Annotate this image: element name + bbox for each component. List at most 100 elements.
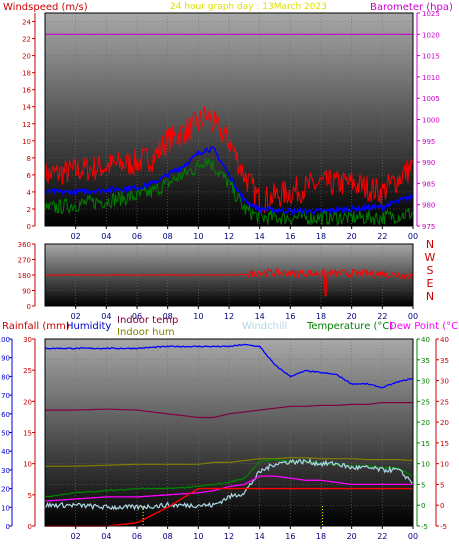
compass-label: S (427, 264, 434, 277)
rainfall-tick-label: 10 (23, 461, 32, 469)
direction-time-label: 18 (316, 312, 326, 321)
barometer-tick-label: 975 (422, 223, 435, 231)
direction-time-label: 10 (193, 312, 203, 321)
barometer-tick-label: 1015 (422, 53, 440, 61)
direction-tick-label: 90 (22, 288, 31, 296)
humidity-tick-label: 70 (1, 392, 10, 400)
windspeed-tick-label: 20 (22, 53, 31, 61)
temperature-tick-label: -5 (421, 523, 428, 531)
temperature-tick-label: 20 (421, 419, 430, 427)
temp-time-label: 04 (101, 532, 111, 541)
barometer-tick-label: 1000 (422, 117, 440, 125)
direction-time-label: 16 (285, 312, 295, 321)
humidity-tick-label: 80 (1, 373, 10, 381)
temp-series-indoor_temp (45, 402, 413, 419)
barometer-tick-label: 985 (422, 180, 435, 188)
humidity-tick-label: 60 (1, 411, 10, 419)
wind-series-gust (44, 106, 414, 215)
barometer-tick-label: 995 (422, 138, 435, 146)
barometer-tick-label: 980 (422, 202, 435, 210)
rainfall-tick-label: 20 (23, 398, 32, 406)
windspeed-tick-label: 6 (27, 172, 32, 180)
temp-time-label: 08 (163, 532, 173, 541)
rainfall-label: Rainfall (mm) (2, 321, 70, 332)
wind-time-label: 14 (255, 232, 265, 241)
dewpoint-tick-label: -5 (440, 523, 447, 531)
temperature-label: Temperature (°C) (306, 321, 393, 332)
compass-label: W (425, 251, 436, 264)
temp-series-indoor_hum (45, 457, 414, 467)
graph-date-title: 24 hour graph day : 13March 2023 (170, 2, 327, 12)
temp-time-label: 12 (224, 532, 234, 541)
compass-label: N (426, 290, 434, 303)
dewpoint-tick-label: 25 (440, 398, 449, 406)
direction-tick-label: 270 (18, 257, 31, 265)
dewpoint-tick-label: 5 (440, 481, 444, 489)
direction-time-label: 22 (377, 312, 387, 321)
temp-series-humidity (45, 343, 414, 389)
wind-time-label: 18 (316, 232, 326, 241)
barometer-tick-label: 1010 (422, 74, 440, 82)
windspeed-tick-label: 0 (27, 223, 31, 231)
direction-time-label: 02 (71, 312, 81, 321)
windchill-label: Windchill (242, 321, 287, 332)
humidity-tick-label: 0 (6, 523, 10, 531)
direction-time-label: 08 (163, 312, 173, 321)
temperature-tick-label: 30 (421, 378, 430, 386)
dewpoint-tick-label: 15 (440, 440, 449, 448)
barometer-tick-label: 1020 (422, 31, 440, 39)
indoor-hum-label: Indoor hum (117, 327, 175, 338)
windspeed-tick-label: 4 (27, 189, 32, 197)
temp-time-label: 06 (132, 532, 142, 541)
wind-series-baro (44, 145, 414, 217)
windspeed-tick-label: 10 (22, 138, 31, 146)
direction-tick-label: 180 (18, 272, 31, 280)
direction-tick-label: 360 (18, 241, 31, 249)
humidity-tick-label: 50 (1, 430, 10, 438)
compass-label: N (426, 238, 434, 251)
wind-time-label: 00 (408, 232, 418, 241)
windspeed-tick-label: 18 (22, 70, 31, 78)
wind-time-label: 16 (285, 232, 295, 241)
direction-time-label: 04 (101, 312, 111, 321)
wind-time-label: 06 (132, 232, 142, 241)
rainfall-tick-label: 25 (23, 367, 32, 375)
compass-label: E (427, 277, 434, 290)
humidity-tick-label: 10 (1, 504, 10, 512)
humidity-tick-label: 30 (1, 467, 10, 475)
windspeed-tick-label: 12 (22, 121, 31, 129)
humidity-tick-label: 90 (1, 355, 10, 363)
windspeed-title: Windspeed (m/s) (3, 2, 88, 13)
rainfall-tick-label: 5 (28, 492, 32, 500)
direction-tick-label: 0 (27, 303, 31, 311)
windspeed-tick-label: 2 (27, 206, 31, 214)
wind-series-avg (44, 157, 414, 227)
windspeed-tick-label: 22 (22, 36, 31, 44)
wind-time-label: 20 (347, 232, 357, 241)
temperature-tick-label: 40 (421, 336, 430, 344)
barometer-tick-label: 1025 (422, 10, 440, 18)
humidity-tick-label: 100 (0, 336, 10, 344)
windspeed-tick-label: 16 (22, 87, 31, 95)
temp-time-label: 16 (285, 532, 295, 541)
temp-series-windchill (44, 457, 414, 511)
temperature-tick-label: 15 (421, 440, 430, 448)
rainfall-tick-label: 0 (28, 523, 32, 531)
wind-time-label: 04 (101, 232, 111, 241)
wind-time-label: 22 (377, 232, 387, 241)
temperature-tick-label: 25 (421, 398, 430, 406)
humidity-label: Humidity (66, 321, 111, 332)
barometer-tick-label: 1005 (422, 95, 440, 103)
temp-time-label: 20 (347, 532, 357, 541)
dewpoint-tick-label: 20 (440, 419, 449, 427)
temp-time-label: 02 (71, 532, 81, 541)
temperature-tick-label: 35 (421, 357, 430, 365)
temp-time-label: 18 (316, 532, 326, 541)
temp-time-label: 14 (255, 532, 265, 541)
wind-time-label: 02 (71, 232, 81, 241)
direction-time-label: 14 (255, 312, 265, 321)
wind-time-label: 12 (224, 232, 234, 241)
temp-series-dew_point (44, 475, 413, 502)
windspeed-tick-label: 24 (22, 19, 31, 27)
